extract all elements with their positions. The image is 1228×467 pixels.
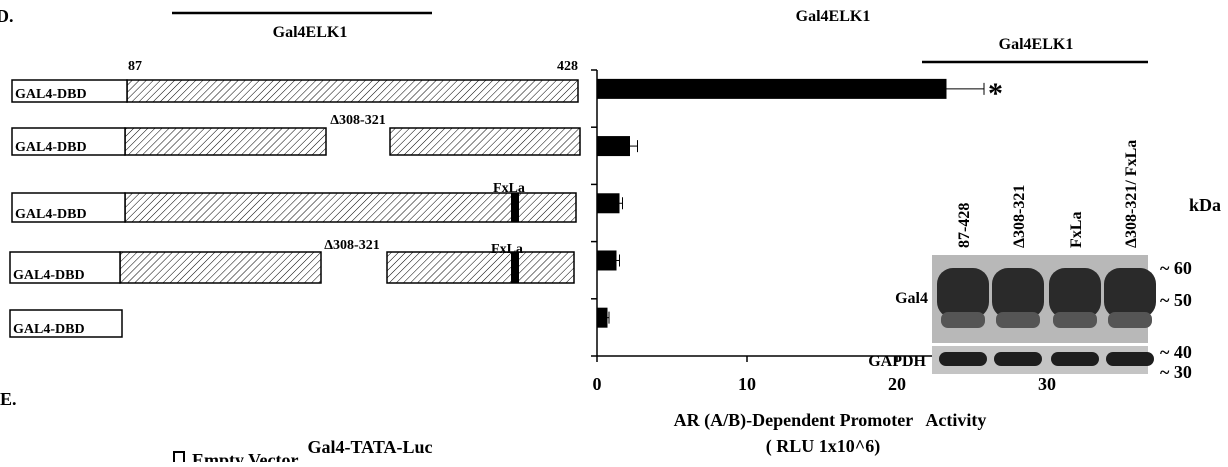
domain-hatched bbox=[124, 192, 577, 223]
significance-mark: * bbox=[988, 77, 1003, 110]
construct-annotation: Δ308-321 bbox=[330, 113, 385, 128]
construct-annotation: Δ308-321 bbox=[324, 238, 379, 253]
dbd-box bbox=[9, 309, 123, 338]
lane-label: FxLa bbox=[1068, 212, 1085, 248]
mutation-site bbox=[511, 193, 519, 222]
legend-label: Empty Vector bbox=[192, 450, 299, 462]
lane-label: 87-428 bbox=[956, 203, 973, 248]
chart-title: Gal4ELK1 bbox=[796, 8, 871, 25]
panel-label: E. bbox=[0, 389, 17, 409]
constructs: GAL4-DBD 87 428 GAL4-DBD Δ308-321 GAL4-DBD FxL… bbox=[9, 59, 581, 338]
construct-label: GAL4-DBD bbox=[15, 140, 87, 155]
construct-label: GAL4-DBD bbox=[13, 322, 85, 337]
bar bbox=[597, 78, 947, 99]
domain-hatched bbox=[124, 127, 327, 156]
domain-hatched bbox=[126, 79, 579, 103]
mw-marker: ~ 30 bbox=[1160, 362, 1192, 382]
band bbox=[1104, 268, 1156, 318]
row-label: Gal4 bbox=[895, 290, 928, 307]
bar bbox=[597, 193, 620, 214]
construct-label: GAL4-DBD bbox=[15, 87, 87, 102]
x-tick-label: 30 bbox=[1038, 374, 1056, 394]
western-blot: Gal4ELK1 kDa Gal4 GAPDH 87-428 Δ308-321 Fx… bbox=[868, 36, 1221, 382]
panel-label: D. bbox=[0, 6, 14, 26]
dbd-box bbox=[11, 127, 126, 156]
dbd-box bbox=[9, 251, 121, 284]
construct-annotation: 428 bbox=[557, 59, 578, 74]
x-tick-label: 10 bbox=[738, 374, 756, 394]
x-axis-unit: ( RLU 1x10^6) bbox=[766, 436, 880, 457]
band bbox=[994, 352, 1042, 366]
construct-annotation: 87 bbox=[128, 59, 142, 74]
band bbox=[1049, 268, 1101, 318]
mw-marker: ~ 40 bbox=[1160, 342, 1192, 362]
construct-header: Gal4ELK1 bbox=[273, 24, 348, 41]
x-tick-label: 0 bbox=[593, 374, 602, 394]
lane-label: Δ308-321/ FxLa bbox=[1123, 140, 1140, 248]
domain-hatched bbox=[386, 251, 575, 284]
mw-marker: ~ 50 bbox=[1160, 290, 1192, 310]
band bbox=[1051, 352, 1099, 366]
band bbox=[941, 312, 985, 328]
band bbox=[1106, 352, 1154, 366]
band bbox=[1108, 312, 1152, 328]
mutation-site bbox=[511, 252, 519, 283]
dbd-box bbox=[11, 79, 128, 103]
construct-annotation: FxLa bbox=[493, 181, 525, 196]
lower-title: Gal4-TATA-Luc bbox=[308, 437, 433, 457]
band bbox=[996, 312, 1040, 328]
unit-label: kDa bbox=[1189, 195, 1221, 215]
band bbox=[939, 352, 987, 366]
construct-label: GAL4-DBD bbox=[15, 207, 87, 222]
bar bbox=[597, 307, 608, 328]
domain-hatched bbox=[389, 127, 581, 156]
mw-marker: ~ 60 bbox=[1160, 258, 1192, 278]
legend-swatch bbox=[173, 451, 185, 465]
band bbox=[937, 268, 989, 318]
x-axis-label: AR (A/B)-Dependent Promoter Activity bbox=[674, 410, 987, 431]
x-tick-label: 20 bbox=[888, 374, 906, 394]
band bbox=[992, 268, 1044, 318]
lane-label: Δ308-321 bbox=[1011, 185, 1028, 248]
row-label: GAPDH bbox=[868, 353, 926, 370]
bar bbox=[597, 250, 617, 271]
bar-chart: Gal4ELK1 AR (A/B)-Dependent Promoter Act… bbox=[591, 8, 1056, 457]
dbd-box bbox=[11, 192, 126, 223]
construct-label: GAL4-DBD bbox=[13, 268, 85, 283]
band bbox=[1053, 312, 1097, 328]
blot-header: Gal4ELK1 bbox=[999, 36, 1074, 53]
domain-hatched bbox=[119, 251, 322, 284]
construct-annotation: FxLa bbox=[491, 242, 523, 257]
bar bbox=[597, 136, 630, 157]
